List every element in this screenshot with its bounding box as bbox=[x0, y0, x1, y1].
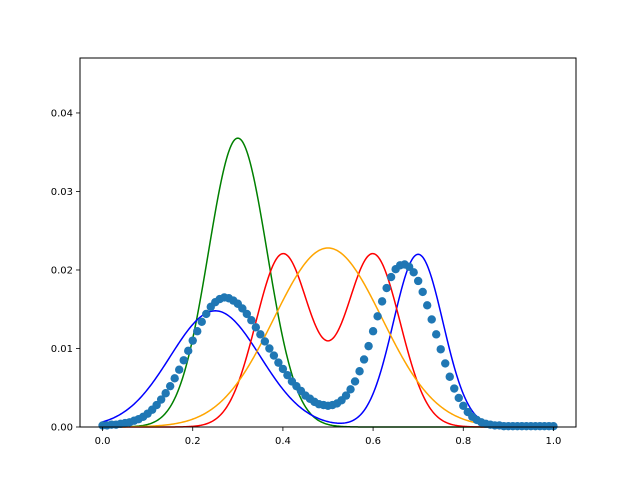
scatter-point bbox=[260, 337, 270, 346]
scatter-point bbox=[454, 393, 463, 403]
scatter-point bbox=[445, 372, 454, 381]
scatter-point bbox=[364, 341, 373, 351]
scatter-point bbox=[432, 330, 441, 339]
scatter-point bbox=[346, 385, 355, 394]
scatter-point bbox=[247, 316, 256, 325]
x-axis: 0.0 0.2 0.4 0.6 0.8 1.0 bbox=[95, 427, 562, 447]
x-tick-label: 0.8 bbox=[455, 436, 471, 447]
scatter-point bbox=[386, 272, 396, 282]
x-tick-label: 0.6 bbox=[365, 436, 381, 447]
x-tick-label: 1.0 bbox=[546, 436, 562, 447]
scatter-point bbox=[156, 395, 166, 404]
scatter-point bbox=[368, 327, 378, 336]
scatter-point bbox=[283, 370, 292, 380]
scatter-point bbox=[197, 317, 206, 326]
scatter-point bbox=[278, 364, 288, 374]
x-tick-label: 0.0 bbox=[95, 436, 111, 447]
scatter-point bbox=[188, 336, 197, 345]
scatter-point bbox=[265, 344, 274, 353]
scatter-point bbox=[251, 323, 261, 332]
scatter-point bbox=[184, 346, 193, 356]
scatter-point bbox=[202, 309, 211, 319]
scatter-point bbox=[441, 359, 450, 368]
scatter-point bbox=[450, 384, 459, 393]
scatter-point bbox=[418, 287, 427, 297]
y-tick-label: 0.01 bbox=[51, 344, 73, 355]
scatter-point bbox=[170, 374, 179, 383]
y-axis: 0.00 0.01 0.02 0.03 0.04 bbox=[51, 108, 80, 434]
y-tick-label: 0.02 bbox=[51, 265, 73, 276]
scatter-point bbox=[427, 315, 436, 324]
plot-frame bbox=[79, 57, 577, 428]
scatter-point bbox=[274, 358, 283, 367]
scatter-point bbox=[409, 268, 418, 277]
plot-background bbox=[80, 58, 576, 427]
scatter-point bbox=[549, 422, 558, 431]
x-tick-label: 0.2 bbox=[185, 436, 201, 447]
scatter-point bbox=[175, 365, 184, 374]
scatter-point bbox=[355, 367, 364, 376]
scatter-point bbox=[165, 381, 175, 391]
scatter-point bbox=[350, 377, 360, 386]
scatter-point bbox=[193, 327, 202, 336]
scatter-point bbox=[256, 330, 265, 339]
y-tick-label: 0.04 bbox=[51, 108, 73, 119]
scatter-point bbox=[179, 356, 188, 365]
scatter-point bbox=[269, 351, 279, 360]
x-tick-label: 0.4 bbox=[275, 436, 291, 447]
scatter-point bbox=[341, 391, 351, 400]
scatter-point bbox=[382, 283, 391, 293]
scatter-point bbox=[373, 312, 382, 321]
scatter-point bbox=[459, 401, 468, 410]
y-tick-label: 0.00 bbox=[51, 423, 73, 434]
scatter-point bbox=[423, 301, 432, 310]
scatter-point bbox=[413, 276, 423, 286]
scatter-point bbox=[242, 309, 252, 319]
scatter-point bbox=[377, 297, 387, 306]
y-tick-label: 0.03 bbox=[51, 187, 73, 198]
scatter-point bbox=[161, 389, 170, 398]
scatter-point bbox=[359, 355, 369, 364]
scatter-point bbox=[436, 345, 445, 354]
